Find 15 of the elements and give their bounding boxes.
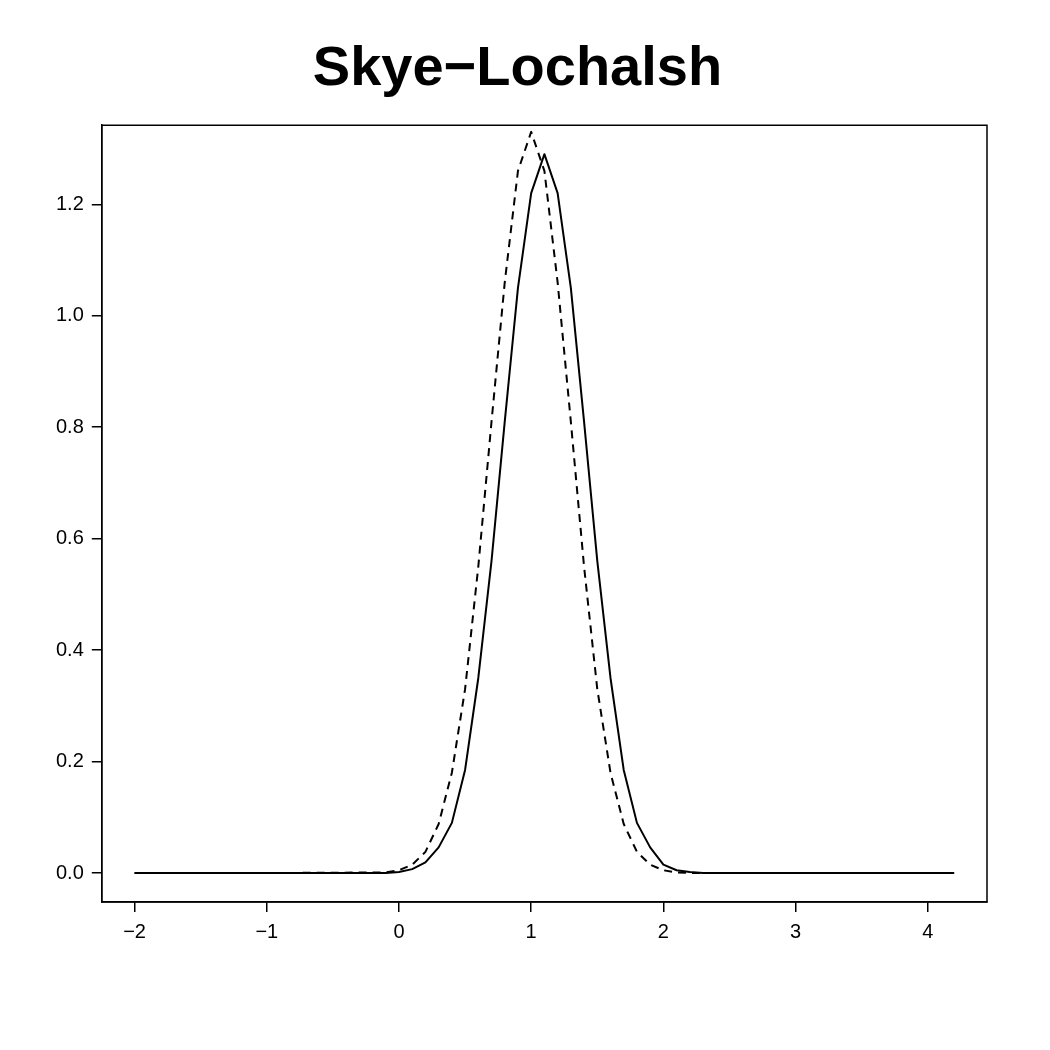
y-tick-label: 0.4: [55, 637, 84, 660]
y-tick-label: 1.0: [55, 303, 84, 326]
y-tick-label: 0.6: [55, 526, 84, 549]
y-tick-label: 1.2: [55, 191, 84, 214]
x-tick-label: 1: [525, 919, 537, 942]
y-tick-label: 0.2: [55, 749, 84, 772]
y-tick-label: 0.0: [55, 860, 84, 883]
x-tick-label: 0: [393, 919, 405, 942]
y-tick-label: 0.8: [55, 414, 84, 437]
chart-title: Skye−Lochalsh: [312, 34, 723, 98]
x-tick-label: −1: [255, 919, 279, 942]
x-tick-label: 3: [790, 919, 802, 942]
x-tick-label: −2: [123, 919, 146, 942]
x-tick-label: 2: [657, 919, 669, 942]
x-tick-label: 4: [922, 919, 934, 942]
